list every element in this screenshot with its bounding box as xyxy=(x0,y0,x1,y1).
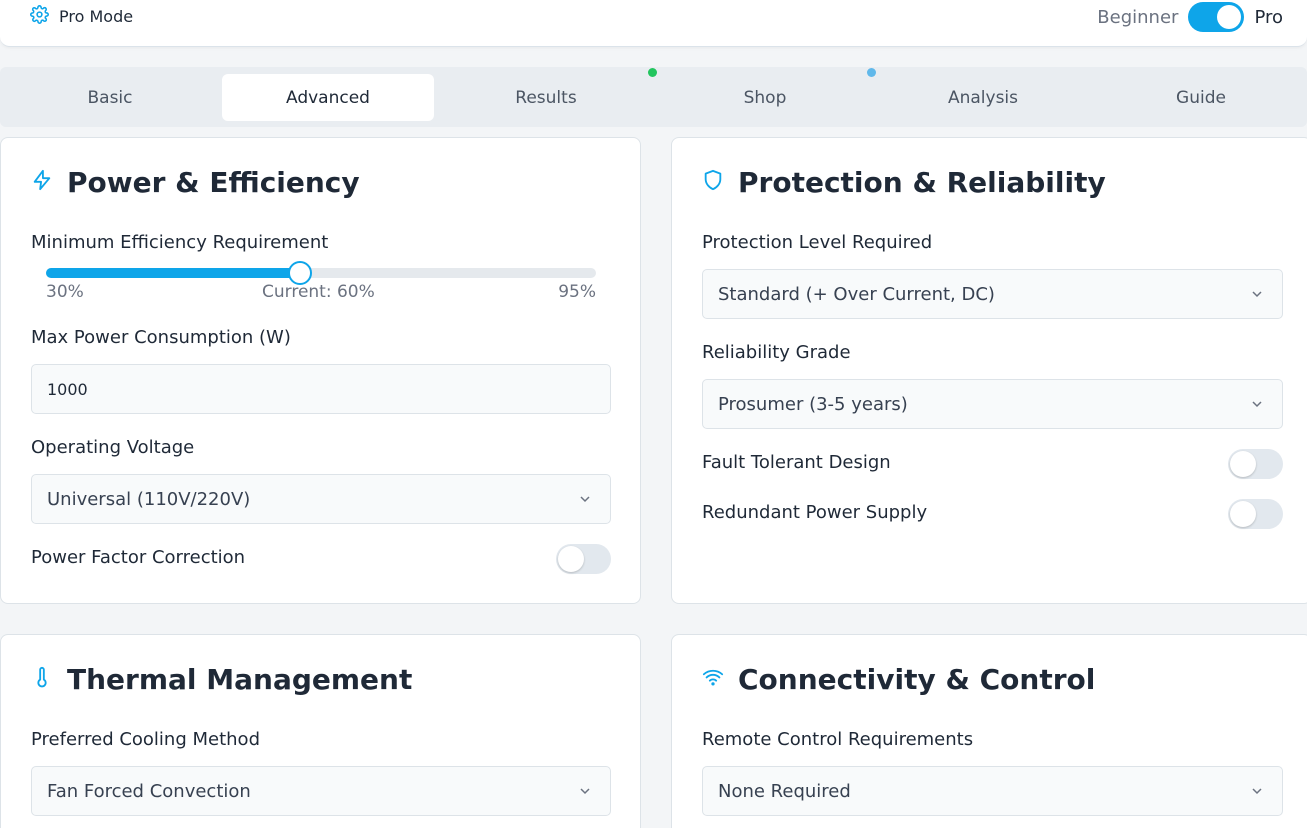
redundant-psu-label: Redundant Power Supply xyxy=(702,502,928,523)
fault-tolerant-toggle[interactable] xyxy=(1228,449,1283,479)
remote-control-value: None Required xyxy=(718,780,851,802)
pro-label: Pro xyxy=(1254,6,1283,28)
pro-mode-indicator: Pro Mode xyxy=(30,5,133,28)
gear-icon xyxy=(30,5,49,28)
efficiency-slider[interactable] xyxy=(46,261,596,285)
connectivity-control-card: Connectivity & Control Remote Control Re… xyxy=(671,634,1307,828)
lightning-icon xyxy=(31,166,53,199)
protection-reliability-title: Protection & Reliability xyxy=(738,166,1106,199)
cooling-method-select[interactable]: Fan Forced Convection xyxy=(31,766,611,816)
efficiency-slider-fill xyxy=(46,268,300,278)
efficiency-slider-thumb[interactable] xyxy=(287,261,312,285)
protection-level-label: Protection Level Required xyxy=(702,232,933,253)
thermometer-icon xyxy=(31,663,53,696)
pro-mode-title: Pro Mode xyxy=(59,7,134,26)
reliability-grade-select[interactable]: Prosumer (3-5 years) xyxy=(702,379,1283,429)
thermal-management-card: Thermal Management Preferred Cooling Met… xyxy=(0,634,641,828)
voltage-select[interactable]: Universal (110V/220V) xyxy=(31,474,611,524)
chevron-down-icon xyxy=(1252,401,1262,408)
tab-analysis[interactable]: Analysis xyxy=(947,87,1019,108)
remote-control-select[interactable]: None Required xyxy=(702,766,1283,816)
power-efficiency-title: Power & Efficiency xyxy=(67,166,360,199)
cooling-method-value: Fan Forced Convection xyxy=(47,780,251,802)
efficiency-current-label: Current: 60% xyxy=(262,282,375,302)
thermal-management-title: Thermal Management xyxy=(67,663,413,696)
redundant-psu-toggle[interactable] xyxy=(1228,499,1283,529)
beginner-label: Beginner xyxy=(1097,6,1179,28)
pfc-toggle[interactable] xyxy=(556,544,611,574)
mode-toggle[interactable] xyxy=(1188,2,1245,32)
results-status-dot xyxy=(648,68,657,77)
top-bar: Pro Mode Beginner Pro xyxy=(0,0,1307,47)
reliability-grade-value: Prosumer (3-5 years) xyxy=(718,393,908,415)
power-efficiency-card: Power & Efficiency Minimum Efficiency Re… xyxy=(0,137,641,604)
remote-control-label: Remote Control Requirements xyxy=(702,729,974,750)
mode-toggle-group: Beginner Pro xyxy=(1097,2,1283,32)
voltage-select-value: Universal (110V/220V) xyxy=(47,488,251,510)
shop-status-dot xyxy=(867,68,876,77)
power-efficiency-heading: Power & Efficiency xyxy=(31,166,360,199)
efficiency-label: Minimum Efficiency Requirement xyxy=(31,232,329,253)
max-power-label: Max Power Consumption (W) xyxy=(31,327,291,348)
protection-reliability-card: Protection & Reliability Protection Leve… xyxy=(671,137,1307,604)
tab-results[interactable]: Results xyxy=(515,87,577,108)
wifi-icon xyxy=(702,663,724,696)
chevron-down-icon xyxy=(580,788,590,795)
thermal-management-heading: Thermal Management xyxy=(31,663,412,696)
protection-reliability-heading: Protection & Reliability xyxy=(702,166,1106,199)
fault-tolerant-label: Fault Tolerant Design xyxy=(702,452,891,473)
tab-bar: Basic Advanced Results Shop Analysis Gui… xyxy=(0,67,1307,127)
chevron-down-icon xyxy=(1252,788,1262,795)
tab-basic[interactable]: Basic xyxy=(87,87,133,108)
chevron-down-icon xyxy=(1252,291,1262,298)
connectivity-control-title: Connectivity & Control xyxy=(738,663,1096,696)
protection-level-value: Standard (+ Over Current, DC) xyxy=(718,283,995,305)
max-power-input[interactable]: 1000 xyxy=(31,364,611,414)
chevron-down-icon xyxy=(580,496,590,503)
connectivity-control-heading: Connectivity & Control xyxy=(702,663,1095,696)
efficiency-max-label: 95% xyxy=(558,282,596,302)
shield-icon xyxy=(702,166,724,199)
reliability-grade-label: Reliability Grade xyxy=(702,342,851,363)
pfc-label: Power Factor Correction xyxy=(31,547,246,568)
efficiency-min-label: 30% xyxy=(46,282,84,302)
tab-advanced[interactable]: Advanced xyxy=(222,74,434,121)
voltage-label: Operating Voltage xyxy=(31,437,195,458)
cooling-method-label: Preferred Cooling Method xyxy=(31,729,260,750)
tab-guide[interactable]: Guide xyxy=(1176,87,1226,108)
tab-shop[interactable]: Shop xyxy=(743,87,787,108)
protection-level-select[interactable]: Standard (+ Over Current, DC) xyxy=(702,269,1283,319)
